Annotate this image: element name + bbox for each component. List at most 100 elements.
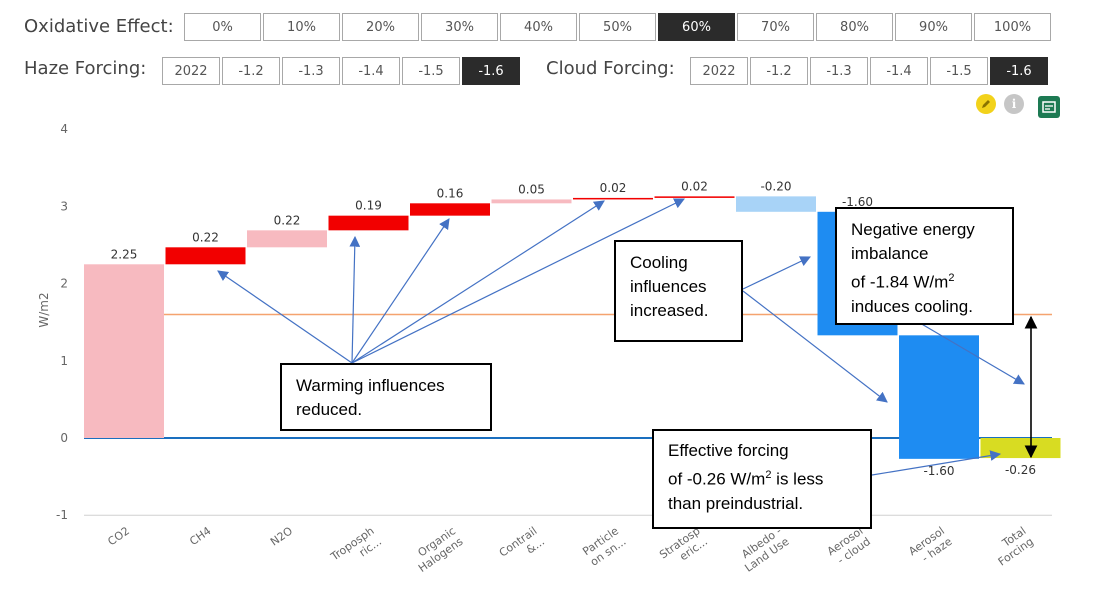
effective-line-3: than preindustrial. <box>668 493 804 513</box>
y-tick-label: -1 <box>56 508 68 522</box>
x-tick-label-10: Aerosol- haze <box>906 524 954 565</box>
x-tick-label-9: Aerosol- cloud <box>825 524 873 567</box>
y-tick-label: 4 <box>60 122 68 136</box>
data-label-3: 0.19 <box>355 199 382 213</box>
oxidative-option-3[interactable]: 30% <box>421 13 498 41</box>
haze-option-3[interactable]: -1.4 <box>342 57 400 85</box>
warming-annotation: Warming influences reduced. <box>280 363 492 431</box>
x-tick-label-5: Contrail&... <box>497 524 547 559</box>
haze-option-4[interactable]: -1.5 <box>402 57 460 85</box>
cloud-option-5[interactable]: -1.6 <box>990 57 1048 85</box>
arrow-effective-forcing <box>871 450 1002 476</box>
haze-option-5[interactable]: -1.6 <box>462 57 520 85</box>
haze-option-2[interactable]: -1.3 <box>282 57 340 85</box>
oxidative-effect-label: Oxidative Effect: <box>24 16 174 37</box>
arrow-to-organic-halogens <box>351 218 450 364</box>
haze-option-1[interactable]: -1.2 <box>222 57 280 85</box>
haze-option-0[interactable]: 2022 <box>162 57 220 85</box>
x-tick-label-0: CO2 <box>105 524 132 548</box>
data-label-7: 0.02 <box>681 179 708 193</box>
oxidative-option-7[interactable]: 70% <box>737 13 814 41</box>
bar-10 <box>899 335 979 459</box>
cloud-option-4[interactable]: -1.5 <box>930 57 988 85</box>
cooling-line-3: increased. <box>630 301 709 320</box>
data-label-2: 0.22 <box>274 213 301 227</box>
data-label-5: 0.05 <box>518 182 545 196</box>
cloud-option-2[interactable]: -1.3 <box>810 57 868 85</box>
bar-2 <box>247 230 327 248</box>
x-tick-label-1: CH4 <box>187 524 213 548</box>
oxidative-option-8[interactable]: 80% <box>816 13 893 41</box>
effective-line-2: of -0.26 W/m2 is less <box>668 469 824 489</box>
bar-1 <box>165 247 246 265</box>
arrow-to-total-forcing <box>907 315 1025 385</box>
data-label-9: -1.60 <box>842 195 873 209</box>
effective-line-1: Effective forcing <box>668 441 789 460</box>
forcing-waterfall-chart: -1 0 1 2 3 4 2.25 CO2 0.22 CH4 0.22 N2O 0.19 Troposp… <box>37 122 1061 575</box>
x-tick-label-8: Albedo -Land Use <box>739 524 791 574</box>
export-icon[interactable] <box>1038 96 1060 118</box>
cooling-line-2: influences <box>630 277 707 296</box>
x-tick-label-7: Stratosperic... <box>657 524 710 563</box>
bar-4 <box>410 203 490 216</box>
cooling-line-1: Cooling <box>630 253 688 272</box>
negative-line-3: of -1.84 W/m2 <box>851 272 955 292</box>
x-tick-line: CH4 <box>187 524 213 548</box>
bar-5 <box>491 199 572 204</box>
y-tick-label: 2 <box>60 277 68 291</box>
pencil-icon[interactable] <box>976 94 996 114</box>
y-tick-label: 0 <box>60 431 68 445</box>
warming-line-2: reduced. <box>296 400 363 419</box>
x-tick-label-2: N2O <box>268 524 295 549</box>
oxidative-option-4[interactable]: 40% <box>500 13 577 41</box>
x-tick-line: CO2 <box>105 524 132 548</box>
cloud-option-0[interactable]: 2022 <box>690 57 748 85</box>
arrow-to-aerosol-cloud <box>742 256 811 290</box>
negative-imbalance-annotation: Negative energy imbalance of -1.84 W/m2 … <box>835 207 1014 325</box>
y-tick-label: 1 <box>60 354 68 368</box>
negative-line-4: induces cooling. <box>851 296 973 316</box>
bar-6 <box>573 197 653 200</box>
oxidative-option-0[interactable]: 0% <box>184 13 261 41</box>
warming-line-1: Warming influences <box>296 376 445 395</box>
oxidative-option-5[interactable]: 50% <box>579 13 656 41</box>
bar-0 <box>84 264 164 438</box>
x-tick-line: N2O <box>268 524 295 549</box>
bar-3 <box>328 215 409 231</box>
info-icon[interactable]: i <box>1004 94 1024 114</box>
cloud-option-3[interactable]: -1.4 <box>870 57 928 85</box>
data-label-10: -1.60 <box>923 464 954 478</box>
bar-8 <box>736 196 816 212</box>
y-tick-label: 3 <box>60 199 68 213</box>
haze-forcing-selector: 2022 -1.2 -1.3 -1.4 -1.5 -1.6 <box>162 57 522 85</box>
oxidative-option-9[interactable]: 90% <box>895 13 972 41</box>
data-label-4: 0.16 <box>437 186 464 200</box>
haze-forcing-label: Haze Forcing: <box>24 58 147 79</box>
oxidative-option-6[interactable]: 60% <box>658 13 735 41</box>
x-tick-label-3: Troposphric... <box>328 524 384 564</box>
oxidative-effect-selector: 0% 10% 20% 30% 40% 50% 60% 70% 80% 90% 100% <box>184 13 1053 41</box>
y-axis-label: W/m2 <box>37 292 51 327</box>
arrow-to-stratospheric <box>351 198 685 364</box>
negative-line-1: Negative energy <box>851 220 975 239</box>
cloud-forcing-selector: 2022 -1.2 -1.3 -1.4 -1.5 -1.6 <box>690 57 1050 85</box>
oxidative-option-10[interactable]: 100% <box>974 13 1051 41</box>
data-label-1: 0.22 <box>192 230 219 244</box>
oxidative-option-2[interactable]: 20% <box>342 13 419 41</box>
cloud-forcing-label: Cloud Forcing: <box>546 58 675 79</box>
arrow-to-tropospheric <box>349 235 361 364</box>
cloud-option-1[interactable]: -1.2 <box>750 57 808 85</box>
data-label-8: -0.20 <box>760 179 791 193</box>
cooling-annotation: Cooling influences increased. <box>614 240 743 342</box>
data-label-6: 0.02 <box>600 181 627 195</box>
arrow-to-particle <box>351 200 605 364</box>
arrow-to-aerosol-haze <box>742 290 888 403</box>
data-label-0: 2.25 <box>111 247 138 261</box>
bar-7 <box>654 196 735 198</box>
data-label-11: -0.26 <box>1005 463 1036 477</box>
effective-forcing-annotation: Effective forcing of -0.26 W/m2 is less … <box>652 429 872 529</box>
oxidative-option-1[interactable]: 10% <box>263 13 340 41</box>
